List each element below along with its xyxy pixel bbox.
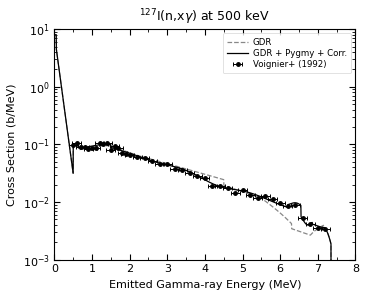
- GDR + Pygmy + Corr.: [161, 162, 166, 166]
- Line: GDR + Pygmy + Corr.: GDR + Pygmy + Corr.: [55, 35, 339, 297]
- GDR + Pygmy + Corr.: [52, 33, 57, 37]
- GDR: [173, 164, 178, 168]
- GDR: [52, 33, 57, 37]
- GDR + Pygmy + Corr.: [300, 217, 305, 221]
- GDR: [300, 231, 305, 234]
- GDR + Pygmy + Corr.: [173, 165, 178, 169]
- Legend: GDR, GDR + Pygmy + Corr., Voignier+ (1992): GDR, GDR + Pygmy + Corr., Voignier+ (199…: [223, 34, 351, 73]
- GDR: [102, 144, 106, 148]
- Line: GDR: GDR: [55, 35, 339, 297]
- GDR + Pygmy + Corr.: [102, 143, 106, 146]
- Y-axis label: Cross Section (b/MeV): Cross Section (b/MeV): [7, 83, 17, 206]
- GDR: [161, 161, 166, 164]
- GDR: [85, 146, 89, 150]
- Title: $^{127}$I(n,x$\gamma$) at 500 keV: $^{127}$I(n,x$\gamma$) at 500 keV: [139, 7, 270, 26]
- X-axis label: Emitted Gamma-ray Energy (MeV): Emitted Gamma-ray Energy (MeV): [109, 280, 301, 290]
- GDR + Pygmy + Corr.: [85, 145, 89, 149]
